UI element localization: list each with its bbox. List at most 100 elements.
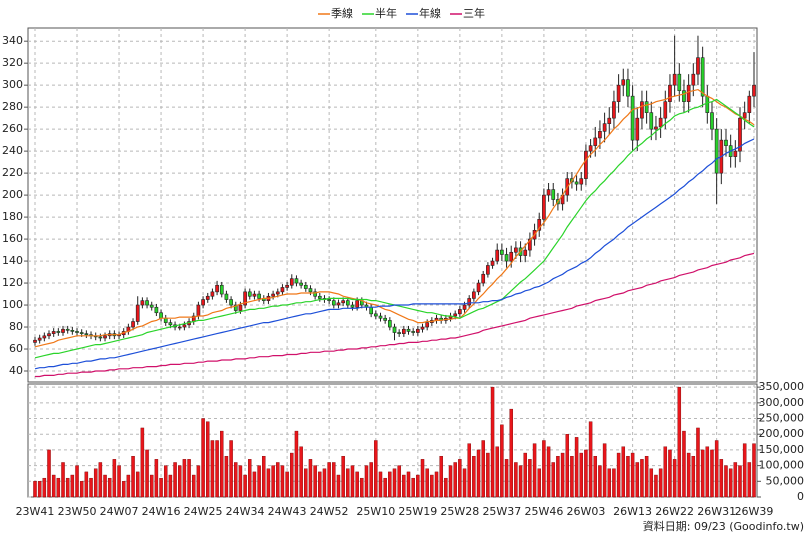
volume-bar: [215, 440, 219, 498]
ma-line: [35, 252, 755, 378]
candle-body: [551, 189, 556, 200]
candle-body: [453, 313, 458, 317]
volume-bar: [672, 459, 677, 498]
candle-body: [742, 112, 747, 119]
volume-bar: [378, 471, 383, 498]
y-tick-label: 220: [2, 166, 23, 179]
candle-body: [649, 112, 654, 130]
candle-body: [579, 178, 584, 185]
volume-bar: [570, 455, 574, 498]
candle-body: [210, 291, 215, 297]
volume-bar: [733, 462, 738, 498]
candle-body: [303, 284, 308, 289]
candle-body: [509, 251, 514, 262]
volume-bar: [210, 440, 215, 498]
legend: 季線 半年 年線 三年: [318, 6, 485, 20]
volume-bar: [458, 459, 462, 498]
x-tick-label: 23W41: [16, 505, 55, 518]
volume-bar: [65, 477, 70, 498]
volume-bar: [37, 481, 42, 498]
volume-bar: [196, 465, 201, 498]
candle-body: [79, 332, 84, 334]
candle-body: [140, 300, 145, 306]
volume-bar: [714, 440, 719, 498]
volume-bar: [663, 446, 668, 498]
candle-body: [401, 328, 406, 334]
y-tick-label: 60: [9, 342, 23, 355]
y-tick-label: 260: [2, 122, 23, 135]
volume-bar: [495, 446, 499, 498]
volume-bar: [140, 427, 145, 498]
volume-bar: [719, 459, 724, 498]
legend-label: 三年: [463, 6, 485, 20]
footnote: 資料日期: 09/23 (Goodinfo.tw): [643, 519, 804, 533]
volume-bar: [304, 468, 308, 498]
volume-bar: [47, 449, 51, 498]
candle-body: [537, 218, 542, 231]
volume-bar: [691, 455, 696, 498]
candle-body: [514, 247, 518, 253]
y-tick-label: 80: [9, 320, 23, 333]
candle-body: [612, 101, 616, 119]
volume-bar: [490, 386, 495, 498]
volume-bar: [560, 452, 565, 498]
volume-bar: [626, 455, 630, 498]
volume-bar: [742, 443, 747, 498]
candle-body: [159, 312, 163, 319]
y-tick-label: 140: [2, 254, 23, 267]
y2-tick-label: 250,000: [759, 412, 805, 425]
volume-bar: [56, 477, 61, 498]
candle-body: [705, 95, 710, 113]
x-tick-label: 26W31: [697, 505, 736, 518]
candle-body: [215, 284, 219, 293]
candle-body: [271, 293, 275, 297]
volume-bar: [439, 455, 443, 498]
volume-bar: [346, 468, 350, 498]
volume-bar: [84, 471, 89, 498]
volume-bar: [593, 455, 598, 498]
volume-bar: [75, 465, 79, 498]
volume-bar: [621, 446, 626, 498]
candle-body: [504, 254, 509, 262]
volume-bar: [602, 443, 607, 498]
volume-bar: [640, 459, 644, 498]
candle-body: [677, 73, 682, 91]
volume-bar: [285, 471, 289, 498]
volume-bar: [238, 465, 243, 498]
volume-bar: [220, 430, 224, 498]
volume-bar: [121, 481, 126, 498]
volume-bar: [649, 468, 654, 498]
candle-body: [98, 336, 103, 339]
candle-body: [238, 304, 243, 311]
volume-bar: [514, 462, 518, 498]
volume-bar: [500, 424, 504, 498]
y2-tick-label: 0: [797, 490, 804, 503]
volume-bar: [528, 459, 532, 498]
candle-body: [392, 326, 397, 333]
volume-bar: [290, 452, 294, 498]
volume-bar: [752, 443, 756, 498]
volume-bar: [191, 474, 196, 498]
volume-bar: [187, 459, 191, 498]
y-tick-label: 120: [2, 276, 23, 289]
y-tick-label: 280: [2, 100, 23, 113]
volume-bar: [509, 408, 513, 498]
candle-body: [233, 304, 238, 311]
x-tick-label: 24W25: [184, 505, 223, 518]
candle-body: [229, 299, 233, 306]
candle-body: [243, 291, 247, 306]
candle-body: [574, 181, 579, 185]
volume-bar: [416, 474, 420, 498]
volume-bar: [135, 471, 140, 498]
volume-bar: [616, 452, 621, 498]
volume-bar: [467, 443, 471, 498]
volume-bar: [551, 462, 555, 498]
volume-bar: [747, 462, 752, 498]
volume-bar: [33, 481, 37, 498]
volume-bar: [70, 474, 75, 498]
volume-bar: [163, 465, 168, 498]
x-tick-label: 25W19: [398, 505, 437, 518]
volume-bar: [266, 468, 271, 498]
candle-body: [350, 304, 355, 308]
candle-body: [299, 282, 303, 286]
